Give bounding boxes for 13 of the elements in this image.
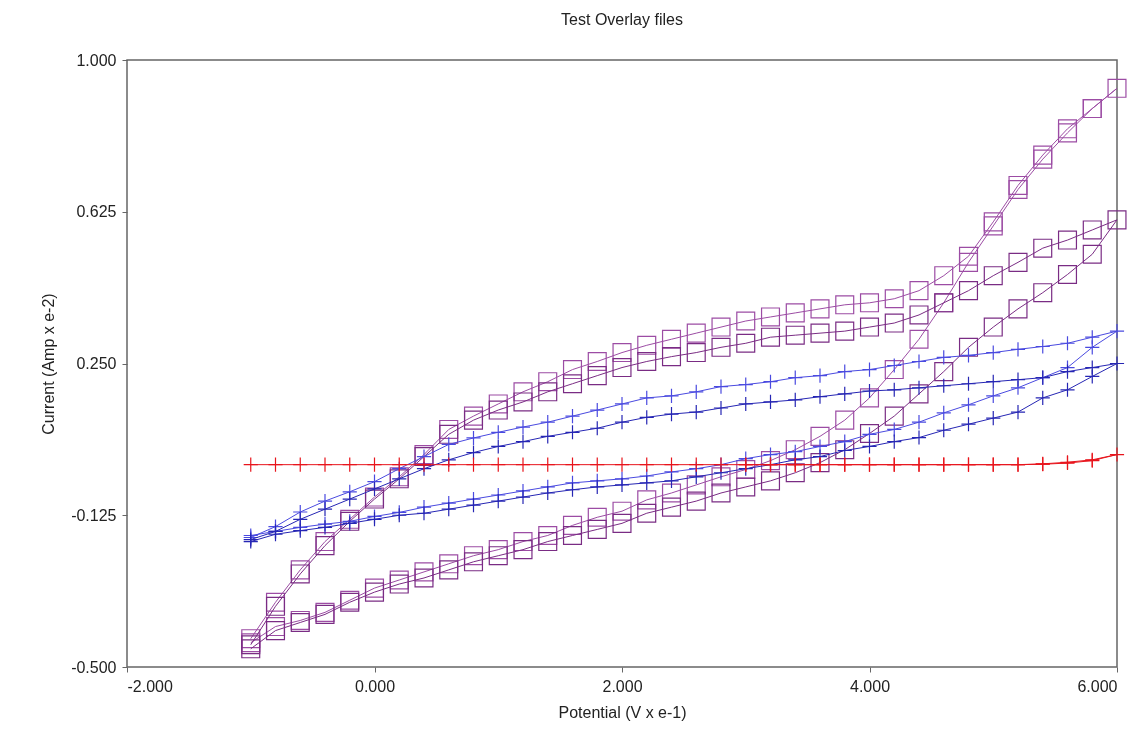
- x-tick-label: 6.000: [1077, 677, 1118, 695]
- y-tick-label: -0.125: [71, 506, 117, 524]
- y-tick-label: 1.000: [76, 51, 117, 69]
- y-tick-label: -0.500: [71, 658, 117, 676]
- x-tick-label: 2.000: [602, 677, 643, 695]
- x-tick-label: 4.000: [849, 677, 891, 695]
- chart-title: Test Overlay files: [561, 11, 683, 28]
- x-tick-label: 0.000: [354, 677, 396, 695]
- x-tick-label: -2.000: [127, 677, 173, 695]
- y-tick-label: 0.250: [76, 355, 117, 372]
- y-axis-title: Current (Amp x e-2): [40, 293, 58, 435]
- x-axis-title: Potential (V x e-1): [558, 703, 687, 721]
- y-tick-label: 0.625: [76, 203, 117, 221]
